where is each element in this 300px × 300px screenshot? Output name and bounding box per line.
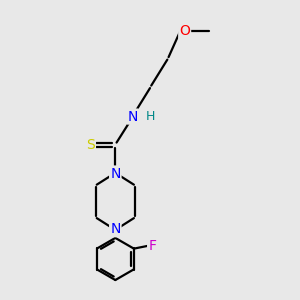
Text: N: N — [128, 110, 138, 124]
Text: S: S — [86, 138, 95, 152]
Text: H: H — [145, 110, 155, 123]
Text: O: O — [179, 24, 190, 38]
Text: N: N — [110, 222, 121, 236]
Text: F: F — [148, 239, 156, 253]
Text: N: N — [110, 167, 121, 181]
